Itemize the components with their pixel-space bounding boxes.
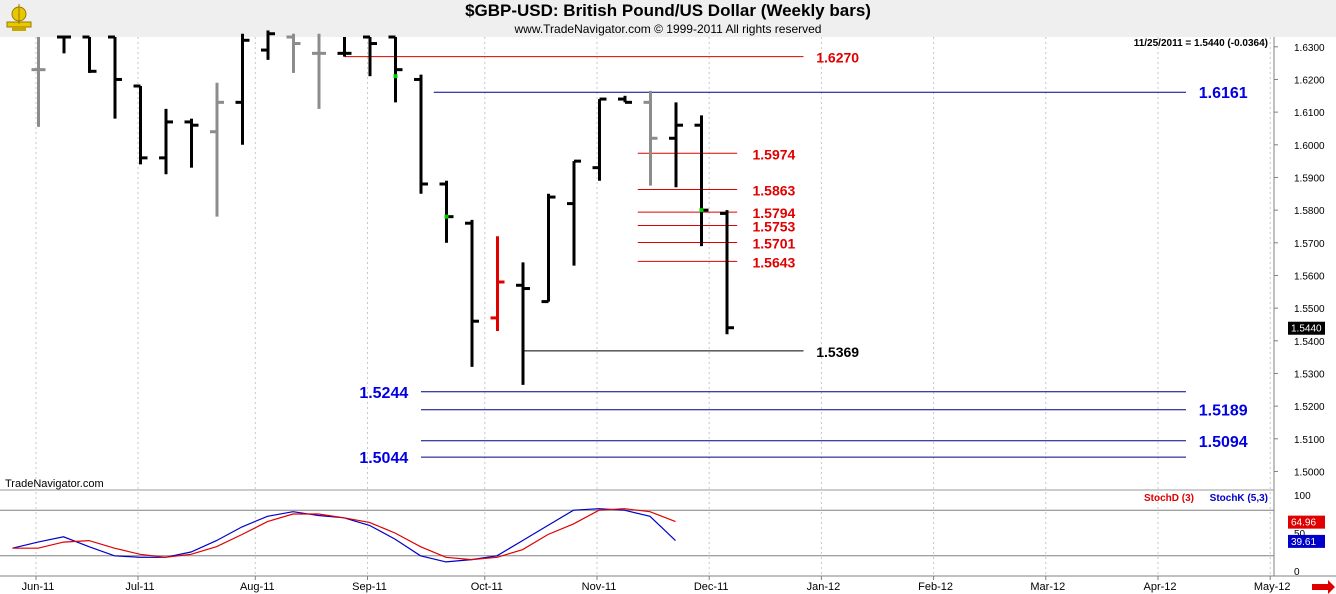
- ohlc-bars: [31, 30, 734, 385]
- level-label: 1.5753: [753, 218, 796, 234]
- level-label: 1.6161: [1199, 85, 1248, 102]
- stoch-y-tick-label: 50: [1294, 529, 1306, 540]
- y-tick-label: 1.6200: [1294, 75, 1325, 86]
- y-tick-label: 1.5700: [1294, 239, 1325, 250]
- ohlc-bar: [465, 219, 479, 367]
- stoch-value-box: [1288, 515, 1325, 529]
- ohlc-bar: [57, 35, 71, 54]
- axes: Jun-11 Jul-11 Aug-11 Sep-11 Oct-11 Nov-11 Dec-…: [0, 37, 1336, 594]
- ohlc-bar: [694, 115, 709, 247]
- support-resistance-lines: 1.6270 1.6161 1.5974 1.5863 1.57941.57531.57…: [344, 50, 1248, 467]
- ohlc-bar: [159, 108, 173, 175]
- ohlc-bar: [720, 210, 734, 335]
- signal-marker: [699, 208, 704, 213]
- level-label: 1.5244: [359, 385, 408, 402]
- grid-lines: [35, 37, 1271, 576]
- x-tick-label: Jul-11: [125, 581, 154, 593]
- ohlc-bar: [286, 33, 301, 73]
- y-tick-label: 1.5100: [1294, 435, 1325, 446]
- stoch-line: [12, 508, 676, 561]
- ohlc-bar: [210, 82, 224, 217]
- legend-stochk: StochK (5,3): [1210, 493, 1268, 504]
- stoch-value-label: 39.61: [1291, 537, 1316, 548]
- ohlc-bar: [669, 102, 683, 188]
- level-label: 1.5369: [816, 344, 859, 360]
- copyright-text: www.TradeNavigator.com © 1999-2011 All r…: [0, 22, 1336, 37]
- ohlc-bar: [312, 33, 326, 109]
- level-label: 1.5794: [753, 205, 796, 221]
- stoch-value-box: [1288, 534, 1325, 548]
- ohlc-bar: [490, 236, 505, 331]
- x-tick-label: Nov-11: [582, 581, 617, 593]
- signal-marker: [393, 74, 398, 79]
- y-tick-label: 1.6300: [1294, 43, 1325, 54]
- legend-stochd: StochD (3): [1144, 493, 1194, 504]
- stoch-y-tick-label: 0: [1294, 567, 1300, 578]
- ohlc-bar: [388, 35, 403, 103]
- x-tick-label: Jan-12: [807, 581, 841, 593]
- ohlc-bar: [414, 74, 428, 194]
- y-tick-label: 1.6000: [1294, 141, 1325, 152]
- watermark-text: TradeNavigator.com: [5, 478, 104, 490]
- y-tick-label: 1.5600: [1294, 271, 1325, 282]
- level-label: 1.5974: [753, 146, 796, 162]
- y-tick-label: 1.5200: [1294, 402, 1325, 413]
- y-tick-label: 1.6100: [1294, 108, 1325, 119]
- stoch-y-tick-label: 100: [1294, 491, 1311, 502]
- y-tick-label: 1.5400: [1294, 337, 1325, 348]
- x-tick-label: May-12: [1254, 581, 1291, 593]
- x-tick-label: Mar-12: [1030, 581, 1065, 593]
- level-label: 1.5044: [359, 450, 408, 467]
- level-label: 1.5189: [1199, 403, 1248, 420]
- level-label: 1.6270: [816, 50, 859, 66]
- last-value-label: 1.5440: [1291, 324, 1322, 335]
- trade-navigator-logo-icon: [6, 4, 32, 31]
- y-axis-background: [1274, 37, 1336, 576]
- stoch-value-label: 64.96: [1291, 518, 1316, 529]
- last-value-readout: 11/25/2011 = 1.5440 (-0.0364): [1134, 38, 1268, 49]
- x-tick-label: Dec-11: [694, 581, 729, 593]
- ohlc-bar: [337, 37, 352, 57]
- y-tick-label: 1.5900: [1294, 173, 1325, 184]
- y-tick-label: 1.5500: [1294, 304, 1325, 315]
- ohlc-bar: [643, 90, 658, 186]
- ohlc-bar: [363, 35, 377, 77]
- chart-title: $GBP-USD: British Pound/US Dollar (Weekl…: [0, 0, 1336, 22]
- level-label: 1.5701: [753, 235, 796, 251]
- signal-marker: [444, 214, 449, 219]
- ohlc-bar: [31, 37, 46, 127]
- ohlc-bar: [567, 159, 581, 266]
- ohlc-bar: [439, 180, 454, 243]
- scroll-right-arrow-icon: [1312, 580, 1335, 594]
- ohlc-bar: [618, 95, 632, 104]
- last-value-box: [1288, 321, 1325, 335]
- stoch-line: [12, 508, 676, 563]
- level-label: 1.5863: [753, 183, 796, 199]
- stochastic-panel: [0, 508, 1274, 563]
- ohlc-bar: [516, 262, 530, 385]
- level-label: 1.5643: [753, 254, 796, 270]
- x-tick-label: Apr-12: [1143, 581, 1176, 593]
- ohlc-bar: [541, 193, 556, 304]
- x-tick-label: Aug-11: [240, 581, 275, 593]
- x-tick-label: Jun-11: [22, 581, 55, 593]
- ohlc-bar: [108, 35, 122, 119]
- ohlc-bar: [82, 35, 97, 73]
- ohlc-bar: [592, 97, 607, 181]
- x-tick-label: Oct-11: [471, 581, 503, 593]
- ohlc-bar: [235, 33, 250, 145]
- ohlc-bar: [133, 84, 148, 165]
- y-tick-label: 1.5800: [1294, 206, 1325, 217]
- level-label: 1.5094: [1199, 434, 1248, 451]
- y-tick-label: 1.5300: [1294, 369, 1325, 380]
- ohlc-bar: [261, 30, 275, 60]
- ohlc-bar: [184, 118, 199, 168]
- x-tick-label: Feb-12: [918, 581, 953, 593]
- y-tick-label: 1.5000: [1294, 467, 1325, 478]
- x-tick-label: Sep-11: [352, 581, 387, 593]
